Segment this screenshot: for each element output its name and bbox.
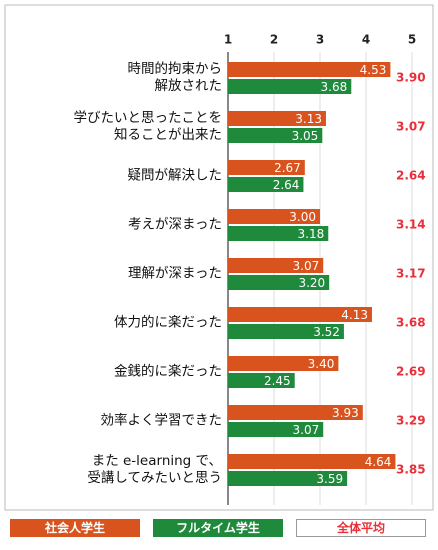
legend-entry: フルタイム学生 [153, 519, 283, 537]
bar [228, 471, 348, 486]
bar [228, 209, 320, 224]
bar [228, 422, 324, 437]
average-label: 2.69 [396, 365, 426, 379]
bar [228, 307, 372, 322]
bar [228, 128, 323, 143]
bar [228, 177, 304, 192]
average-label: 3.68 [396, 316, 426, 330]
bar [228, 405, 363, 420]
value-label: 4.53 [360, 63, 387, 77]
bar [228, 373, 295, 388]
bar [228, 356, 339, 371]
category-label: 時間的拘束から 解放された [127, 61, 223, 94]
value-label: 3.05 [292, 129, 319, 143]
value-label: 3.07 [293, 259, 320, 273]
x-tick-label: 2 [270, 33, 278, 47]
value-label: 3.00 [289, 210, 316, 224]
bar [228, 454, 396, 469]
value-label: 2.67 [274, 161, 301, 175]
value-label: 3.59 [316, 472, 343, 486]
x-tick-label: 1 [224, 33, 232, 47]
value-label: 4.64 [365, 455, 392, 469]
bar [228, 258, 324, 273]
value-label: 3.68 [321, 80, 348, 94]
bar [228, 160, 305, 175]
value-label: 3.07 [293, 423, 320, 437]
average-label: 3.14 [396, 218, 426, 232]
value-label: 3.40 [308, 357, 335, 371]
value-label: 4.13 [341, 308, 368, 322]
legend-entry: 社会人学生 [10, 519, 140, 537]
average-label: 3.90 [396, 71, 426, 85]
bar [228, 62, 391, 77]
category-label: 学びたいと思ったことを 知ることが出来た [73, 110, 223, 143]
category-label: 考えが深まった [128, 216, 222, 233]
average-label: 3.17 [396, 267, 426, 281]
category-label: 理解が深まった [128, 265, 222, 282]
category-label: 効率よく学習できた [100, 412, 223, 429]
value-label: 3.13 [295, 112, 322, 126]
value-label: 3.93 [332, 406, 359, 420]
x-tick-label: 4 [362, 33, 370, 47]
x-tick-label: 3 [316, 33, 324, 47]
average-label: 3.29 [396, 414, 426, 428]
value-label: 3.52 [313, 325, 340, 339]
category-label: 体力的に楽だった [114, 314, 222, 331]
value-label: 3.20 [298, 276, 325, 290]
bar [228, 226, 329, 241]
bar [228, 324, 344, 339]
x-tick-label: 5 [408, 33, 416, 47]
value-label: 2.64 [273, 178, 300, 192]
value-label: 2.45 [264, 374, 291, 388]
average-label: 3.07 [396, 120, 426, 134]
bar [228, 79, 352, 94]
average-label: 2.64 [396, 169, 426, 183]
category-label: 金銭的に楽だった [114, 363, 222, 380]
value-label: 3.18 [298, 227, 325, 241]
legend-entry: 全体平均 [296, 519, 426, 537]
average-label: 3.85 [396, 463, 426, 477]
bar [228, 275, 330, 290]
bar [228, 111, 326, 126]
frame [4, 4, 434, 511]
category-label: 疑問が解決した [127, 167, 223, 184]
category-label: また e-learning で、 受講してみたいと思う [87, 453, 222, 486]
